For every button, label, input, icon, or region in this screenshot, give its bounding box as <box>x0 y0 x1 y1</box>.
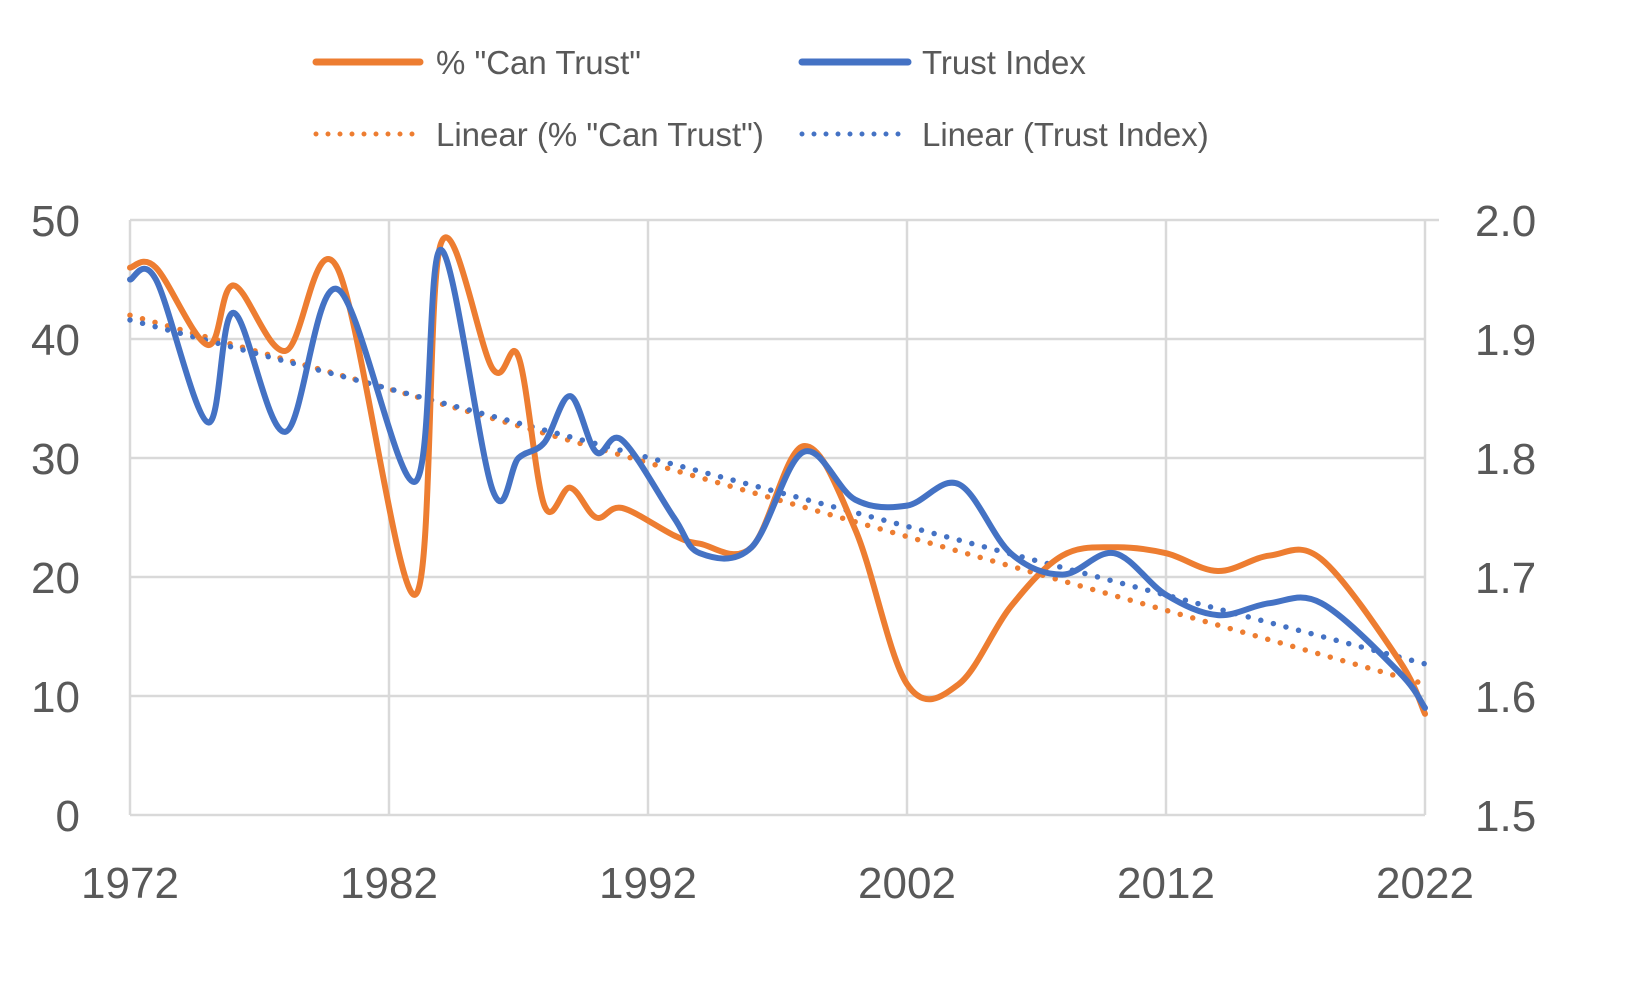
left-axis-tick-label: 10 <box>31 673 80 722</box>
legend-label-trust-index: Trust Index <box>922 44 1086 81</box>
x-axis-tick-label: 2002 <box>858 859 956 908</box>
x-axis-tick-label: 1992 <box>599 859 697 908</box>
right-axis-tick-label: 2.0 <box>1475 197 1536 246</box>
left-axis-tick-label: 50 <box>31 197 80 246</box>
x-axis-tick-label: 1982 <box>340 859 438 908</box>
left-axis-ticks: 0 10 20 30 40 50 <box>31 197 80 841</box>
left-axis-tick-label: 0 <box>56 792 80 841</box>
line-can-trust <box>127 234 1428 717</box>
right-axis-ticks: 1.5 1.6 1.7 1.8 1.9 2.0 <box>1475 197 1536 841</box>
right-axis-tick-label: 1.6 <box>1475 673 1536 722</box>
line-trust-index <box>127 246 1428 711</box>
legend-label-linear-can-trust: Linear (% "Can Trust") <box>436 116 764 153</box>
left-axis-tick-label: 40 <box>31 316 80 365</box>
legend-label-linear-trust-index: Linear (Trust Index) <box>922 116 1209 153</box>
right-axis-tick-label: 1.8 <box>1475 435 1536 484</box>
x-axis-ticks: 1972 1982 1992 2002 2012 2022 <box>81 859 1474 908</box>
right-axis-tick-label: 1.5 <box>1475 792 1536 841</box>
gridlines <box>128 218 1439 817</box>
x-axis-tick-label: 2012 <box>1117 859 1215 908</box>
trendline-trust-index <box>127 317 1428 667</box>
x-axis-tick-label: 2022 <box>1376 859 1474 908</box>
right-axis-tick-label: 1.7 <box>1475 554 1536 603</box>
x-axis-tick-label: 1972 <box>81 859 179 908</box>
legend: % "Can Trust" Trust Index Linear (% "Can… <box>312 44 1209 153</box>
legend-label-can-trust: % "Can Trust" <box>436 44 641 81</box>
right-axis-tick-label: 1.9 <box>1475 316 1536 365</box>
left-axis-tick-label: 30 <box>31 435 80 484</box>
left-axis-tick-label: 20 <box>31 554 80 603</box>
series-lines <box>127 234 1428 717</box>
